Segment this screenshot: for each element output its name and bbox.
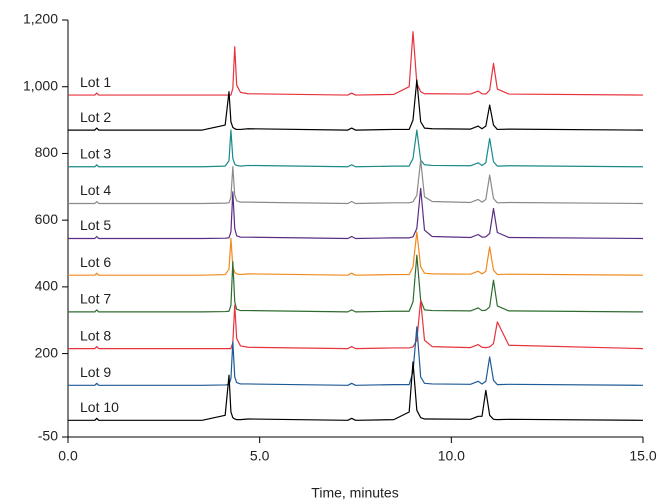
y-tick-label: 200 bbox=[35, 344, 59, 360]
series-line bbox=[68, 326, 644, 386]
x-axis-label: Time, minutes bbox=[311, 485, 398, 501]
series-line bbox=[68, 231, 644, 276]
x-tick-label: 10.0 bbox=[438, 448, 465, 464]
y-tick-label: 800 bbox=[35, 144, 59, 160]
series-line bbox=[68, 361, 644, 421]
series-label: Lot 10 bbox=[80, 399, 119, 415]
series-line bbox=[68, 159, 644, 205]
y-tick-label: -50 bbox=[38, 428, 58, 444]
series-label: Lot 4 bbox=[80, 182, 111, 198]
y-tick-label: 600 bbox=[35, 211, 59, 227]
series-label: Lot 2 bbox=[80, 109, 111, 125]
x-tick-label: 15.0 bbox=[629, 448, 656, 464]
series-line bbox=[68, 254, 644, 313]
y-tick-label: 400 bbox=[35, 278, 59, 294]
series-label: Lot 7 bbox=[80, 291, 111, 307]
series-label: Lot 5 bbox=[80, 217, 111, 233]
series-line bbox=[68, 187, 644, 240]
series-line bbox=[68, 79, 644, 131]
series-label: Lot 1 bbox=[80, 74, 111, 90]
series-label: Lot 8 bbox=[80, 327, 111, 343]
series-line bbox=[68, 129, 644, 168]
series-label: Lot 3 bbox=[80, 145, 111, 161]
y-tick-label: 1,000 bbox=[23, 77, 58, 93]
series-line bbox=[68, 299, 644, 350]
x-tick-label: 5.0 bbox=[250, 448, 270, 464]
series-label: Lot 9 bbox=[80, 364, 111, 380]
y-tick-label: 1,200 bbox=[23, 11, 58, 27]
series-label: Lot 6 bbox=[80, 254, 111, 270]
series-line bbox=[68, 31, 644, 96]
x-tick-label: 0.0 bbox=[58, 448, 78, 464]
